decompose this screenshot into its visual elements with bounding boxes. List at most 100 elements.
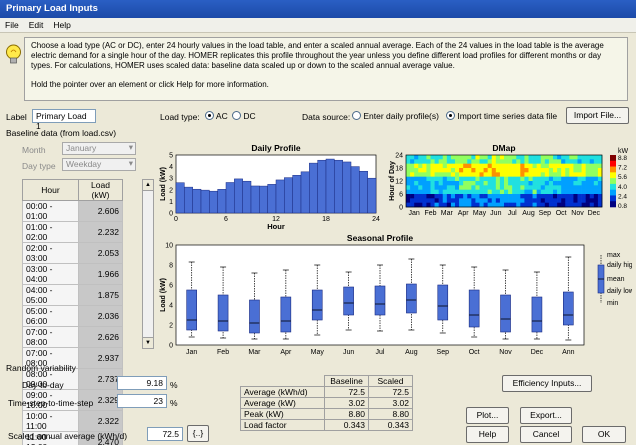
info-text: Choose a load type (AC or DC), enter 24 … — [31, 41, 604, 70]
heatmap-cell — [528, 181, 533, 186]
heatmap-cell — [479, 185, 484, 190]
heatmap-cell — [463, 155, 468, 160]
stats-row: Load factor 0.343 0.343 — [240, 419, 413, 431]
load-cell[interactable]: 2.737 — [78, 368, 123, 390]
load-cell[interactable]: 2.606 — [78, 200, 123, 222]
label-input[interactable]: Primary Load 1 — [32, 109, 96, 131]
import-file-button[interactable]: Import File... — [566, 107, 629, 124]
heatmap-cell — [597, 202, 603, 208]
load-cell[interactable]: 2.470 — [78, 431, 123, 445]
heatmap-cell — [430, 185, 435, 190]
bar — [259, 185, 268, 214]
x-tick-label: Feb — [217, 349, 229, 356]
source-daily-profile[interactable]: Enter daily profile(s) — [352, 111, 439, 121]
heatmap-cell — [561, 185, 566, 190]
ok-button[interactable]: OK — [582, 426, 626, 443]
radio-ac[interactable] — [205, 111, 214, 120]
heatmap-cell — [540, 176, 546, 182]
x-tick-label: Jun — [343, 349, 354, 356]
load-type-ac[interactable]: AC — [205, 111, 228, 121]
heatmap-cell — [418, 176, 423, 182]
load-cell[interactable]: 1.875 — [78, 284, 123, 306]
timestep-input[interactable]: 23 — [117, 394, 167, 408]
load-cell[interactable]: 2.232 — [78, 221, 123, 243]
heatmap-cell — [463, 172, 468, 177]
radio-dc[interactable] — [232, 111, 241, 120]
scaled-avg-sensitivity-button[interactable]: {..} — [187, 425, 209, 442]
heatmap-cell — [589, 181, 595, 186]
heatmap-cell — [459, 202, 464, 208]
efficiency-inputs-button[interactable]: Efficiency Inputs... — [502, 375, 592, 392]
heatmap-cell — [430, 189, 435, 195]
load-cell[interactable]: 2.329 — [78, 389, 123, 411]
heatmap-cell — [455, 176, 460, 182]
scroll-down-icon[interactable]: ▼ — [143, 337, 153, 348]
heatmap-cell — [438, 198, 444, 203]
heatmap-cell — [475, 155, 480, 160]
heatmap-cell — [422, 194, 427, 199]
x-tick-label: Jul — [508, 210, 517, 217]
lightbulb-icon — [6, 44, 21, 64]
colorbar-segment — [610, 155, 616, 162]
daytype-select[interactable]: Weekday — [62, 158, 136, 171]
box — [406, 283, 417, 314]
heatmap-cell — [422, 198, 427, 203]
heatmap-cell — [528, 176, 533, 182]
heatmap-cell — [495, 168, 501, 173]
heatmap-cell — [520, 168, 525, 173]
heatmap-cell — [577, 202, 582, 208]
load-type-dc[interactable]: DC — [232, 111, 256, 121]
bar — [209, 190, 218, 214]
load-cell[interactable]: 2.053 — [78, 242, 123, 264]
radio-daily-profile[interactable] — [352, 111, 361, 120]
heatmap-cell — [524, 176, 529, 182]
heatmap-cell — [414, 159, 419, 164]
heatmap-cell — [422, 176, 427, 182]
table-row: 04:00 - 05:00 1.875 — [22, 284, 123, 306]
stats-row: Average (kWh/d) 72.5 72.5 — [240, 386, 413, 398]
heatmap-cell — [561, 172, 566, 177]
load-cell[interactable]: 2.322 — [78, 410, 123, 432]
x-tick-label: 6 — [224, 216, 228, 223]
load-cell[interactable]: 2.937 — [78, 347, 123, 369]
radio-import-file[interactable] — [446, 111, 455, 120]
heatmap-cell — [520, 202, 525, 208]
dmap-chart: DMap 0 6 12 18 24 Jan Feb Mar Apr May Jun Jul Aug Sep O… — [389, 143, 629, 217]
menu-help[interactable]: Help — [53, 20, 71, 30]
menu-edit[interactable]: Edit — [28, 20, 44, 30]
heatmap-cell — [475, 202, 480, 208]
cancel-button[interactable]: Cancel — [520, 426, 572, 443]
source-import-file[interactable]: Import time series data file — [446, 111, 557, 121]
heatmap-cell — [573, 163, 578, 169]
menu-file[interactable]: File — [5, 20, 19, 30]
heatmap-cell — [426, 159, 431, 164]
load-cell[interactable]: 2.626 — [78, 326, 123, 348]
load-table-scrollbar[interactable]: ▲ ▼ — [142, 179, 154, 349]
load-cell[interactable]: 1.966 — [78, 263, 123, 285]
heatmap-cell — [430, 155, 435, 160]
x-tick-label: Aug — [522, 210, 535, 217]
scroll-up-icon[interactable]: ▲ — [143, 180, 153, 191]
heatmap-cell — [483, 181, 488, 186]
heatmap-cell — [585, 163, 591, 169]
heatmap-cell — [475, 194, 480, 199]
export-button[interactable]: Export... — [520, 407, 572, 424]
month-select[interactable]: January — [62, 142, 136, 155]
heatmap-cell — [593, 185, 599, 190]
table-row: 10:00 - 11:00 2.322 — [22, 410, 123, 432]
plot-button[interactable]: Plot... — [466, 407, 509, 424]
heatmap-cell — [434, 172, 439, 177]
help-button[interactable]: Help — [466, 426, 509, 443]
heatmap-cell — [434, 198, 439, 203]
scaled-avg-input[interactable]: 72.5 — [147, 427, 183, 441]
heatmap-cell — [585, 155, 591, 160]
day-to-day-input[interactable]: 9.18 — [117, 376, 167, 390]
heatmap-cell — [593, 181, 599, 186]
x-tick-label: Nov — [571, 210, 584, 217]
heatmap-cell — [520, 163, 525, 169]
load-cell[interactable]: 2.036 — [78, 305, 123, 327]
heatmap-cell — [455, 168, 460, 173]
heatmap-cell — [446, 159, 452, 164]
heatmap-cell — [414, 163, 419, 169]
heatmap-cell — [536, 163, 542, 169]
